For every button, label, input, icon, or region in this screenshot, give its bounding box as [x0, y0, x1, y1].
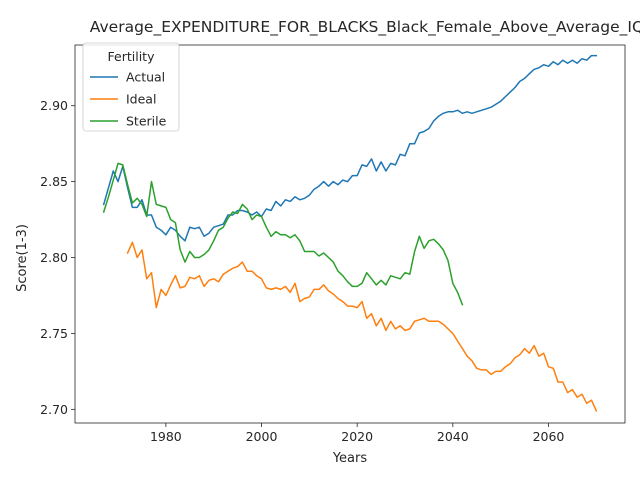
y-tick-label: 2.80 [40, 250, 68, 265]
x-axis-label: Years [332, 451, 368, 466]
y-tick-label: 2.75 [40, 326, 68, 341]
y-tick-label: 2.85 [40, 174, 68, 189]
chart-title: Average_EXPENDITURE_FOR_BLACKS_Black_Fem… [90, 18, 640, 37]
legend-label-actual: Actual [126, 70, 165, 85]
x-tick-label: 2040 [437, 429, 469, 444]
legend-box [82, 42, 180, 132]
legend-label-sterile: Sterile [126, 114, 167, 129]
x-axis: 1980 2000 2020 2040 2060 [150, 423, 564, 444]
y-axis-label: Score(1-3) [15, 224, 30, 292]
y-tick-label: 2.90 [40, 98, 68, 113]
series-group [102, 54, 598, 412]
x-tick-label: 1980 [150, 429, 182, 444]
x-tick-label: 2060 [533, 429, 565, 444]
series-line-sterile [102, 162, 464, 306]
legend-title: Fertility [108, 49, 156, 64]
legend: Fertility Actual Ideal Sterile [82, 42, 180, 132]
plot-area [74, 44, 626, 424]
x-tick-label: 2000 [246, 429, 278, 444]
series-line-actual [102, 54, 598, 242]
y-axis: 2.70 2.75 2.80 2.85 2.90 [40, 98, 75, 417]
y-tick-label: 2.70 [40, 402, 68, 417]
legend-label-ideal: Ideal [126, 92, 156, 107]
series-line-ideal [126, 241, 598, 412]
x-tick-label: 2020 [341, 429, 373, 444]
